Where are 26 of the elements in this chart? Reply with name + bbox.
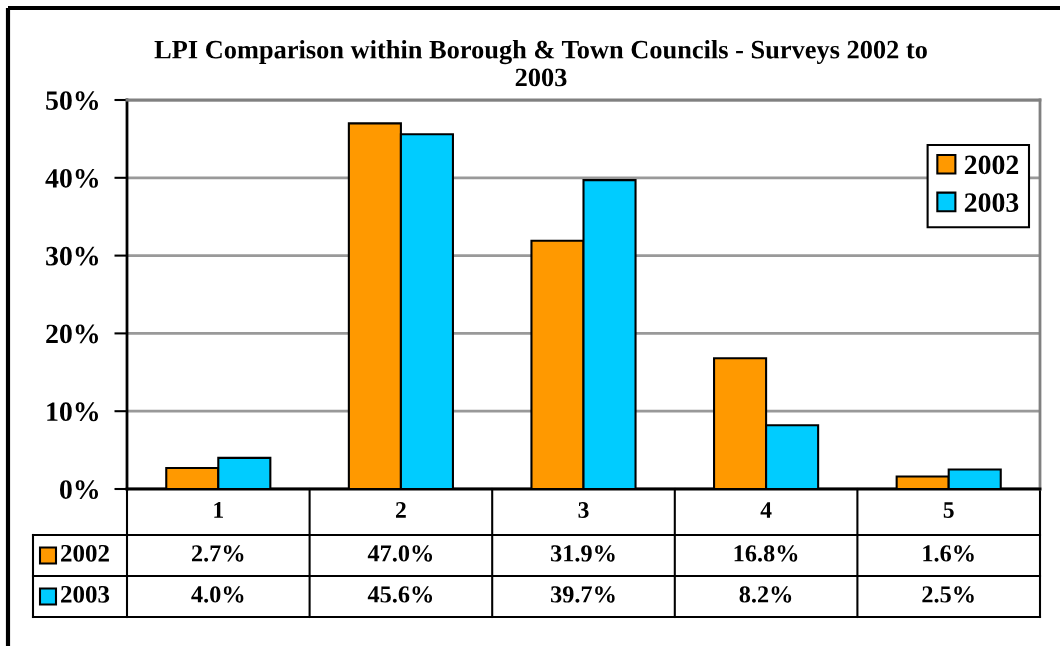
x-tick-label: 4: [760, 502, 772, 518]
y-tick-label: 10%: [47, 402, 99, 422]
data-label: 39.7%: [551, 586, 615, 603]
x-tick-label: 1: [214, 502, 223, 518]
data-label: 8.2%: [739, 586, 792, 603]
text: 2003: [61, 585, 110, 603]
y-tick-label: 40%: [45, 168, 99, 188]
x-tick-label: 2: [395, 502, 406, 518]
data-label: 31.9%: [551, 545, 615, 562]
chart-title: LPI Comparison within Borough & Town Councils - Surveys 2002 to 2003: [154, 40, 927, 87]
legend-label: 2003: [964, 193, 1019, 212]
data-label: 16.8%: [734, 545, 798, 562]
x-tick-label: 3: [578, 502, 589, 518]
data-label: 4.0%: [191, 586, 244, 603]
data-label: 45.6%: [367, 586, 433, 603]
data-label: 47.0%: [367, 545, 433, 562]
y-tick-label: 50%: [46, 91, 99, 110]
data-label: 2.7%: [191, 545, 244, 562]
x-tick-label: 5: [943, 502, 954, 518]
data-label: 2.5%: [922, 586, 974, 603]
y-tick-label: 20%: [46, 324, 99, 344]
y-tick-label: 30%: [46, 246, 99, 266]
legend-label: 2002: [964, 155, 1019, 175]
text: 2002: [61, 544, 109, 562]
data-label: 1.6%: [923, 545, 974, 562]
y-tick-label: 0%: [60, 480, 99, 499]
